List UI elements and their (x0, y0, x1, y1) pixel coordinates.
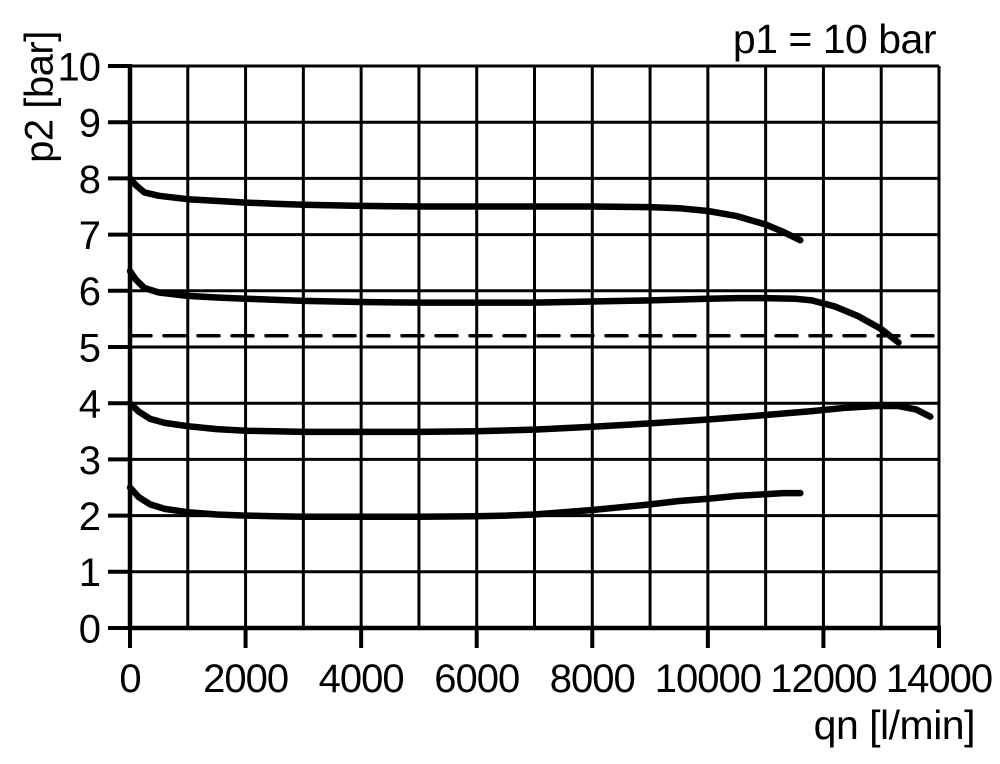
curve-set-5.8-bar (126, 267, 902, 346)
y-axis-label: p2 [bar] (17, 31, 62, 163)
x-tick-label: 14000 (886, 657, 992, 701)
x-tick-label: 12000 (770, 657, 876, 701)
y-tick-label: 6 (79, 270, 100, 314)
curve-set-7.5-bar (126, 175, 804, 244)
x-axis-label: qn [l/min] (813, 702, 976, 748)
y-tick-label: 0 (79, 607, 100, 651)
curve-set-2.0-bar (126, 484, 804, 520)
x-tick-label: 6000 (434, 657, 519, 701)
y-tick-label: 9 (79, 102, 100, 146)
y-tick-label: 7 (79, 214, 100, 258)
y-tick-label: 8 (79, 158, 100, 202)
x-tick-label: 4000 (319, 657, 404, 701)
y-tick-label: 2 (79, 495, 100, 539)
curve-set-3.5-bar (126, 399, 934, 436)
x-tick-label: 8000 (550, 657, 635, 701)
x-tick-label: 0 (119, 657, 140, 701)
x-tick-label: 2000 (203, 657, 288, 701)
y-tick-label: 5 (79, 326, 100, 370)
chart-annotation-inlet-pressure: p1 = 10 bar (732, 16, 937, 62)
y-tick-label: 3 (79, 439, 100, 483)
y-tick-label: 1 (79, 551, 100, 595)
y-tick-label: 4 (79, 383, 101, 427)
y-tick-label: 10 (58, 45, 101, 89)
x-tick-label: 10000 (655, 657, 761, 701)
